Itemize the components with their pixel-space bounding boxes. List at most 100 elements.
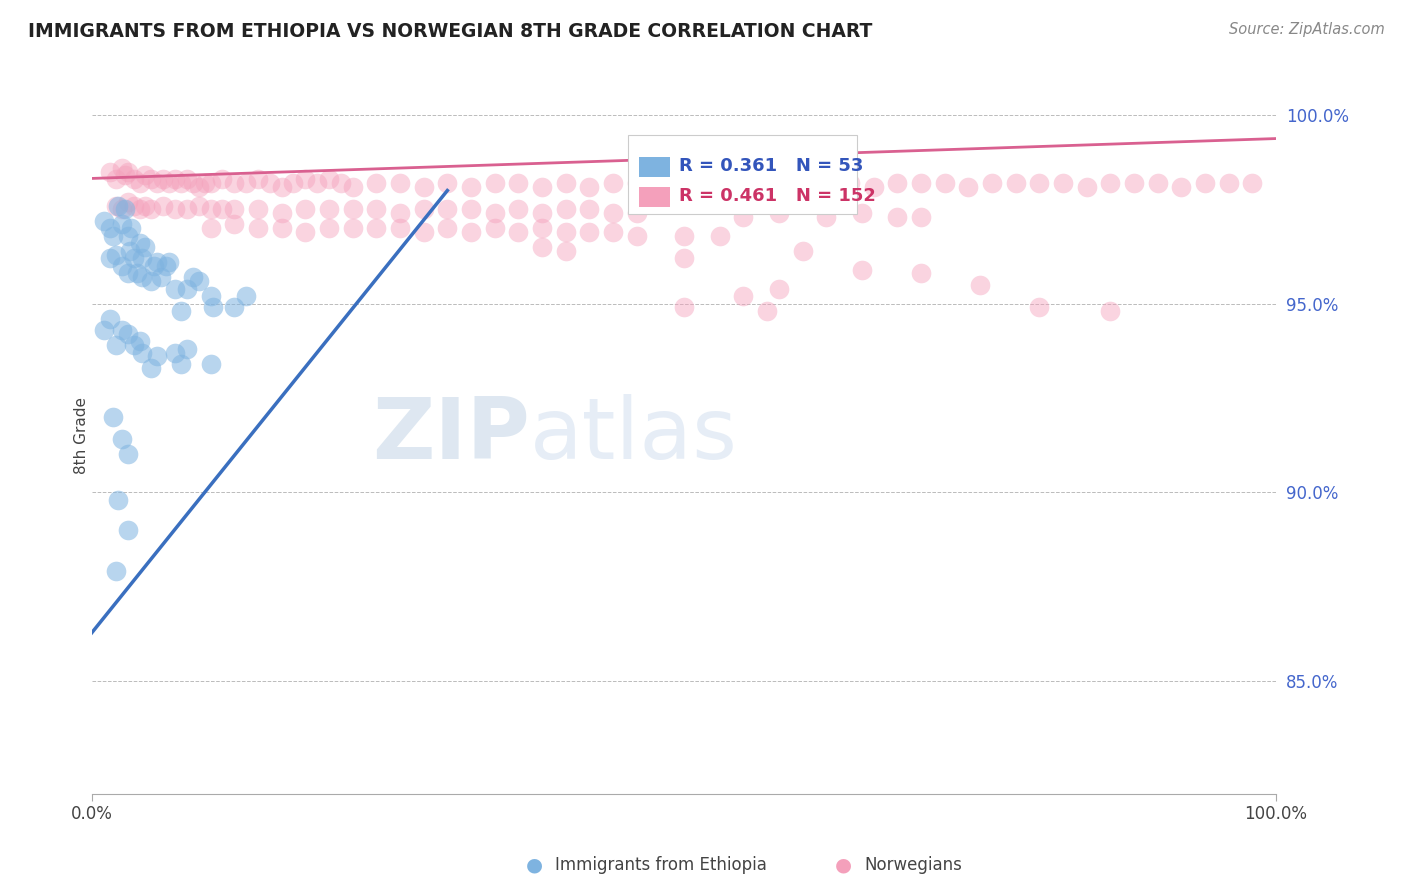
Point	[141, 274, 163, 288]
Point	[388, 176, 411, 190]
Point	[578, 202, 600, 217]
Point	[1028, 176, 1050, 190]
Point	[650, 179, 672, 194]
Point	[111, 202, 134, 217]
Point	[957, 179, 980, 194]
Point	[436, 202, 458, 217]
Point	[111, 161, 134, 175]
Point	[851, 262, 873, 277]
Point	[98, 311, 121, 326]
Point	[117, 523, 139, 537]
Point	[181, 176, 204, 190]
Point	[1218, 176, 1240, 190]
Point	[98, 221, 121, 235]
Point	[152, 172, 174, 186]
Point	[111, 323, 134, 337]
Point	[259, 176, 281, 190]
Point	[142, 259, 165, 273]
Point	[165, 281, 187, 295]
Point	[838, 176, 860, 190]
Point	[103, 409, 125, 424]
Point	[508, 176, 530, 190]
Point	[626, 206, 648, 220]
Point	[117, 267, 139, 281]
Point	[578, 179, 600, 194]
Point	[104, 247, 127, 261]
Point	[673, 252, 696, 266]
Point	[131, 345, 153, 359]
Point	[366, 221, 388, 235]
Point	[104, 172, 127, 186]
Text: Immigrants from Ethiopia: Immigrants from Ethiopia	[555, 856, 768, 874]
Point	[93, 213, 115, 227]
Point	[200, 357, 222, 371]
Point	[235, 176, 257, 190]
Point	[508, 202, 530, 217]
Point	[366, 202, 388, 217]
Point	[1028, 301, 1050, 315]
Point	[815, 210, 838, 224]
Point	[342, 221, 364, 235]
Point	[969, 277, 991, 292]
Point	[211, 202, 233, 217]
Point	[1123, 176, 1146, 190]
Point	[436, 221, 458, 235]
Point	[122, 252, 145, 266]
Point	[910, 176, 932, 190]
Point	[1076, 179, 1098, 194]
Point	[768, 281, 790, 295]
Point	[128, 236, 150, 251]
Point	[768, 176, 790, 190]
Point	[318, 202, 340, 217]
Point	[460, 225, 482, 239]
Point	[342, 179, 364, 194]
Point	[134, 169, 156, 183]
Point	[200, 176, 222, 190]
Point	[246, 202, 269, 217]
Point	[294, 172, 316, 186]
Point	[149, 270, 172, 285]
Point	[176, 172, 198, 186]
Point	[910, 210, 932, 224]
Point	[211, 172, 233, 186]
Point	[1194, 176, 1216, 190]
Point	[602, 206, 624, 220]
Point	[103, 228, 125, 243]
Point	[128, 176, 150, 190]
Point	[554, 176, 576, 190]
Point	[131, 252, 153, 266]
Point	[200, 221, 222, 235]
Point	[673, 228, 696, 243]
Point	[176, 281, 198, 295]
Point	[117, 194, 139, 209]
Point	[235, 289, 257, 303]
Point	[200, 202, 222, 217]
Point	[107, 492, 129, 507]
Point	[107, 199, 129, 213]
Point	[187, 274, 209, 288]
Point	[111, 433, 134, 447]
Point	[388, 221, 411, 235]
Point	[134, 199, 156, 213]
Point	[460, 202, 482, 217]
Point	[114, 202, 136, 217]
Point	[436, 176, 458, 190]
Point	[307, 176, 329, 190]
Point	[270, 221, 292, 235]
Point	[141, 172, 163, 186]
Point	[246, 221, 269, 235]
Point	[484, 206, 506, 220]
Point	[117, 164, 139, 178]
Point	[98, 164, 121, 178]
Point	[709, 228, 731, 243]
Point	[117, 228, 139, 243]
Point	[128, 202, 150, 217]
Point	[181, 270, 204, 285]
Point	[122, 199, 145, 213]
Point	[246, 172, 269, 186]
Point	[342, 202, 364, 217]
Point	[318, 172, 340, 186]
Point	[388, 206, 411, 220]
Point	[792, 244, 814, 258]
Point	[508, 225, 530, 239]
